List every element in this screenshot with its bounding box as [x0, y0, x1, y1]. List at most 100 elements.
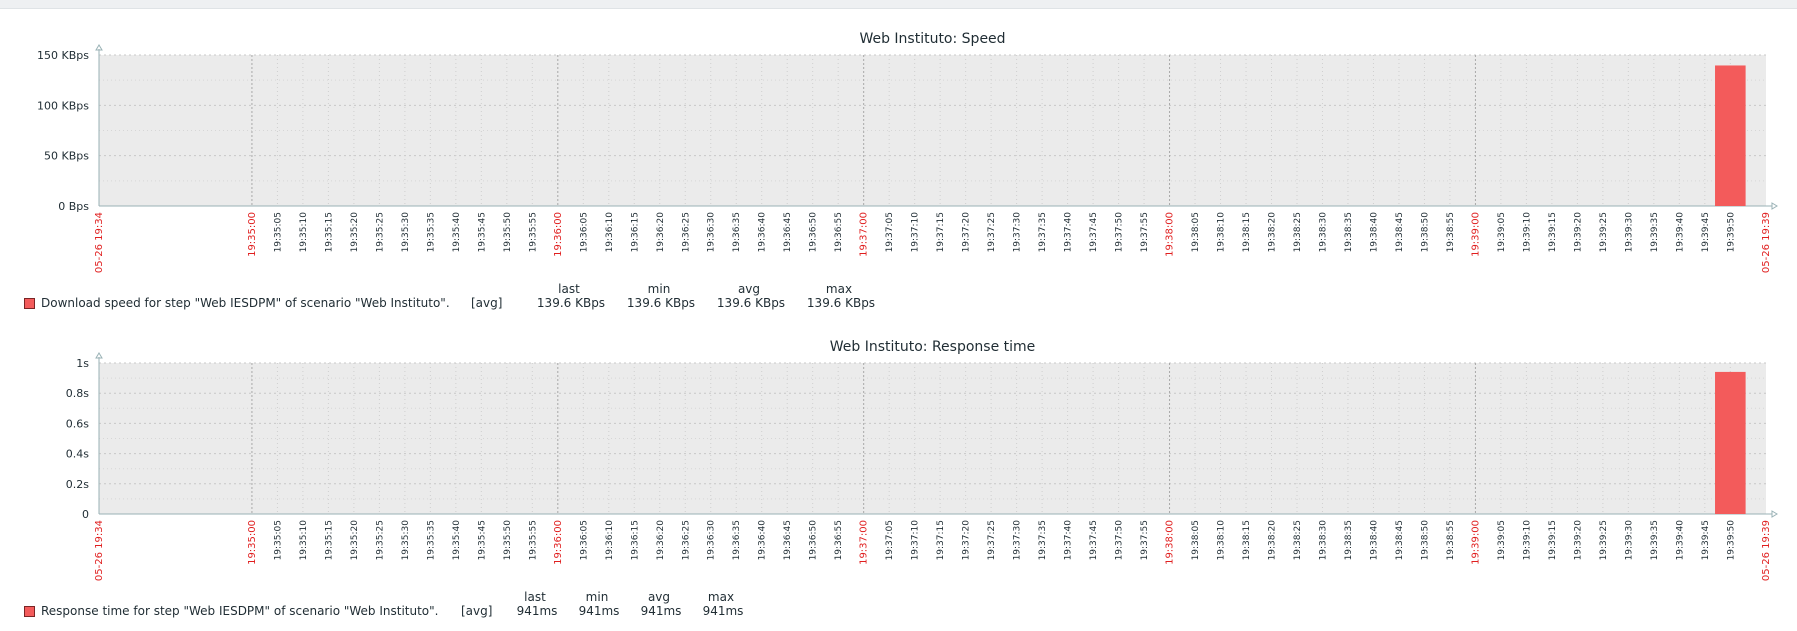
speed-legend: last min avg max Download speed for step… — [24, 282, 886, 310]
y-tick-label: 0.6s — [66, 417, 89, 430]
y-tick-label: 0.2s — [66, 478, 89, 491]
plot-area — [99, 363, 1766, 514]
chart-title: Web Instituto: Speed — [859, 31, 1005, 47]
x-tick-label: 19:37:20 — [962, 212, 972, 253]
x-tick-label: 19:38:45 — [1395, 520, 1405, 560]
x-tick-label: 19:35:10 — [299, 520, 309, 561]
response-time-graph: Web Instituto: Response time 0 0.2s 0.4s 0.6… — [66, 339, 1778, 581]
x-tick-label: 19:39:15 — [1548, 212, 1558, 252]
legend-header-avg: avg — [737, 282, 761, 296]
x-tick-label: 19:39:50 — [1726, 520, 1736, 561]
plot-area — [99, 55, 1766, 206]
x-axis-arrow-icon — [1771, 202, 1778, 210]
x-tick-label: 19:36:45 — [783, 212, 793, 252]
x-tick-label: 19:37:30 — [1013, 212, 1023, 253]
legend-swatch — [24, 297, 35, 309]
legend-header-max: max — [825, 282, 853, 296]
y-tick-label: 100 KBps — [37, 99, 89, 112]
x-tick-label: 19:35:30 — [401, 520, 411, 561]
x-tick-label: 19:35:35 — [426, 520, 436, 560]
x-tick-label: 19:38:20 — [1268, 212, 1278, 253]
x-tick-label: 19:39:30 — [1624, 520, 1634, 561]
x-tick-label: 19:35:35 — [426, 212, 436, 252]
x-tick-label: 05-26 19:39 — [1761, 212, 1772, 273]
x-tick-label: 19:36:20 — [656, 520, 666, 561]
x-tick-label: 19:36:20 — [656, 212, 666, 253]
y-tick-label: 150 KBps — [37, 49, 89, 62]
x-tick-label: 05-26 19:34 — [94, 212, 105, 273]
x-tick-label: 19:38:55 — [1446, 212, 1456, 252]
x-tick-label: 19:37:35 — [1038, 520, 1048, 560]
x-tick-label: 05-26 19:39 — [1761, 520, 1772, 581]
x-tick-label: 19:37:05 — [885, 520, 895, 560]
x-tick-label: 19:35:05 — [273, 520, 283, 560]
x-tick-label: 19:39:30 — [1624, 212, 1634, 253]
x-tick-label: 19:38:35 — [1344, 212, 1354, 252]
legend-label: Download speed for step "Web IESDPM" of … — [41, 296, 450, 310]
x-tick-label: 19:37:25 — [987, 212, 997, 252]
x-tick-label: 19:37:25 — [987, 520, 997, 560]
x-tick-label: 19:37:00 — [859, 212, 870, 257]
x-tick-label: 19:38:55 — [1446, 520, 1456, 560]
x-tick-label: 19:39:50 — [1726, 212, 1736, 253]
x-tick-label: 19:35:30 — [401, 212, 411, 253]
legend-header: last min avg max — [24, 590, 754, 604]
x-tick-label: 19:35:40 — [452, 212, 462, 253]
x-tick-label: 19:35:15 — [324, 212, 334, 252]
x-tick-label: 19:38:35 — [1344, 520, 1354, 560]
x-tick-label: 19:38:45 — [1395, 212, 1405, 252]
legend-value-last: 941ms — [516, 604, 558, 618]
top-bar — [0, 0, 1797, 9]
x-tick-label: 19:38:10 — [1217, 212, 1227, 253]
x-tick-label: 19:37:50 — [1115, 520, 1125, 561]
x-tick-label: 19:38:00 — [1165, 520, 1176, 565]
x-tick-label: 19:38:25 — [1293, 520, 1303, 560]
legend-entry: Download speed for step "Web IESDPM" of … — [24, 296, 886, 310]
data-bar — [1715, 65, 1746, 206]
x-tick-label: 19:36:50 — [809, 212, 819, 253]
x-tick-label: 19:39:40 — [1675, 520, 1685, 561]
response-time-legend: last min avg max Response time for step … — [24, 590, 754, 618]
x-tick-label: 19:38:50 — [1420, 520, 1430, 561]
x-tick-label: 19:35:05 — [273, 212, 283, 252]
x-tick-label: 19:36:15 — [630, 520, 640, 560]
legend-func: [avg] — [471, 296, 503, 310]
legend-header-avg: avg — [647, 590, 671, 604]
legend-value-avg: 139.6 KBps — [716, 296, 786, 310]
x-tick-label: 19:39:45 — [1701, 520, 1711, 560]
x-tick-label: 19:38:00 — [1165, 212, 1176, 257]
chart-title: Web Instituto: Response time — [830, 339, 1036, 355]
x-tick-label: 19:35:00 — [247, 520, 258, 565]
x-tick-label: 19:38:25 — [1293, 212, 1303, 252]
x-tick-label: 19:37:35 — [1038, 212, 1048, 252]
x-tick-label: 19:36:50 — [809, 520, 819, 561]
x-tick-label: 19:38:40 — [1369, 212, 1379, 253]
x-tick-label: 19:36:05 — [579, 520, 589, 560]
legend-func: [avg] — [461, 604, 493, 618]
x-tick-label: 19:37:40 — [1064, 520, 1074, 561]
x-tick-label: 19:37:10 — [911, 520, 921, 561]
x-tick-label: 19:37:15 — [936, 520, 946, 560]
x-tick-label: 19:37:15 — [936, 212, 946, 252]
x-tick-label: 19:39:35 — [1650, 212, 1660, 252]
x-tick-label: 19:37:55 — [1140, 212, 1150, 252]
x-tick-label: 19:36:40 — [758, 520, 768, 561]
x-tick-label: 19:35:45 — [477, 212, 487, 252]
x-tick-label: 19:37:05 — [885, 212, 895, 252]
x-tick-label: 19:39:40 — [1675, 212, 1685, 253]
x-tick-label: 19:35:55 — [528, 520, 538, 560]
x-tick-label: 19:38:15 — [1242, 212, 1252, 252]
legend-value-avg: 941ms — [640, 604, 682, 618]
y-tick-label: 0.8s — [66, 387, 89, 400]
x-tick-label: 19:35:25 — [375, 212, 385, 252]
x-tick-label: 19:39:05 — [1497, 520, 1507, 560]
x-tick-label: 19:39:00 — [1470, 212, 1481, 257]
x-tick-label: 19:36:35 — [732, 520, 742, 560]
y-tick-label: 0 Bps — [58, 200, 89, 213]
x-tick-label: 19:39:45 — [1701, 212, 1711, 252]
y-tick-label: 0.4s — [66, 448, 89, 461]
x-tick-label: 19:36:30 — [707, 520, 717, 561]
x-tick-label: 19:37:00 — [859, 520, 870, 565]
x-tick-label: 19:38:30 — [1318, 212, 1328, 253]
legend-value-min: 941ms — [578, 604, 620, 618]
